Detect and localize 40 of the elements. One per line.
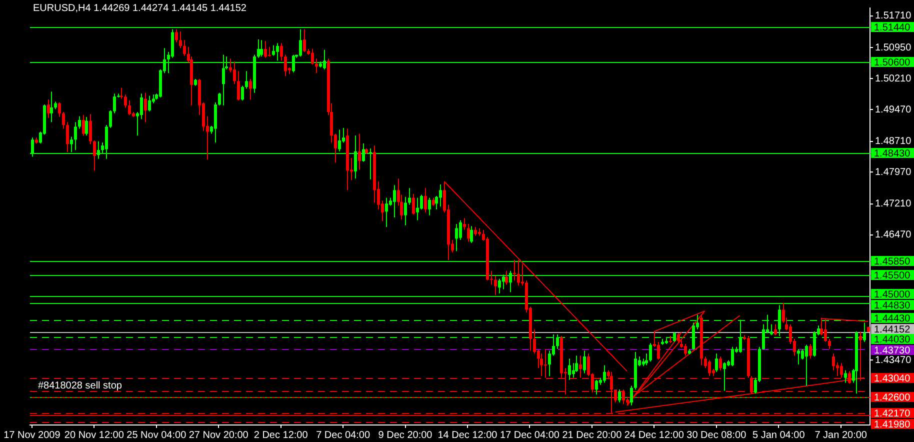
x-tick-label: 9 Dec 20:00	[378, 430, 433, 441]
ref-line-label: 1.45850	[874, 256, 911, 268]
ref-line-label: 1.44152	[874, 324, 911, 336]
ref-line-label: 1.42170	[874, 408, 911, 420]
x-tick-label: 2 Dec 12:00	[254, 430, 308, 441]
ref-line-label: 1.45500	[874, 270, 911, 282]
y-tick-label: 1.50950	[875, 42, 912, 54]
y-tick-label: 1.43470	[875, 354, 912, 366]
ref-line-label: 1.44030	[874, 334, 911, 346]
ref-line-label: 1.43040	[874, 373, 911, 384]
x-tick-label: 5 Jan 04:00	[752, 430, 806, 441]
annotation: #8418028 sell stop	[38, 380, 122, 392]
x-tick-label: 25 Nov 04:00	[126, 430, 187, 441]
x-tick-label: 30 Dec 08:00	[686, 430, 747, 441]
ref-line-label: 1.44830	[874, 300, 911, 312]
x-tick-label: 24 Dec 12:00	[624, 430, 684, 441]
x-tick-label: 14 Dec 12:00	[438, 430, 498, 441]
ref-line-label: 1.48430	[874, 148, 911, 160]
x-tick-label: 21 Dec 20:00	[562, 430, 622, 441]
ref-line-label: 1.44430	[874, 313, 911, 324]
ref-line-label: 1.50600	[874, 57, 911, 68]
x-tick-label: 7 Dec 04:00	[316, 430, 370, 441]
x-tick-label: 20 Nov 12:00	[64, 430, 124, 441]
y-tick-label: 1.47970	[875, 166, 912, 178]
ref-line-label: 1.45000	[874, 289, 911, 300]
y-tick-label: 1.46470	[875, 230, 912, 241]
chart-title: EURUSD,H4 1.44269 1.44274 1.44145 1.44152	[33, 2, 247, 14]
x-tick-label: 7 Jan 20:00	[814, 430, 868, 441]
y-tick-label: 1.48710	[875, 136, 912, 148]
ref-line-label: 1.41980	[874, 419, 911, 430]
ref-line-label: 1.42600	[874, 392, 911, 404]
ref-line-label: 1.43730	[874, 345, 911, 356]
y-tick-label: 1.50210	[875, 73, 912, 84]
y-tick-label: 1.49470	[875, 104, 912, 116]
x-tick-label: 27 Nov 20:00	[188, 430, 249, 441]
x-tick-label: 17 Nov 2009	[4, 430, 61, 441]
ref-line-label: 1.51440	[874, 22, 911, 34]
x-tick-label: 17 Dec 04:00	[500, 430, 560, 441]
y-tick-label: 1.47210	[875, 198, 912, 210]
y-tick-label: 1.51710	[875, 10, 912, 22]
